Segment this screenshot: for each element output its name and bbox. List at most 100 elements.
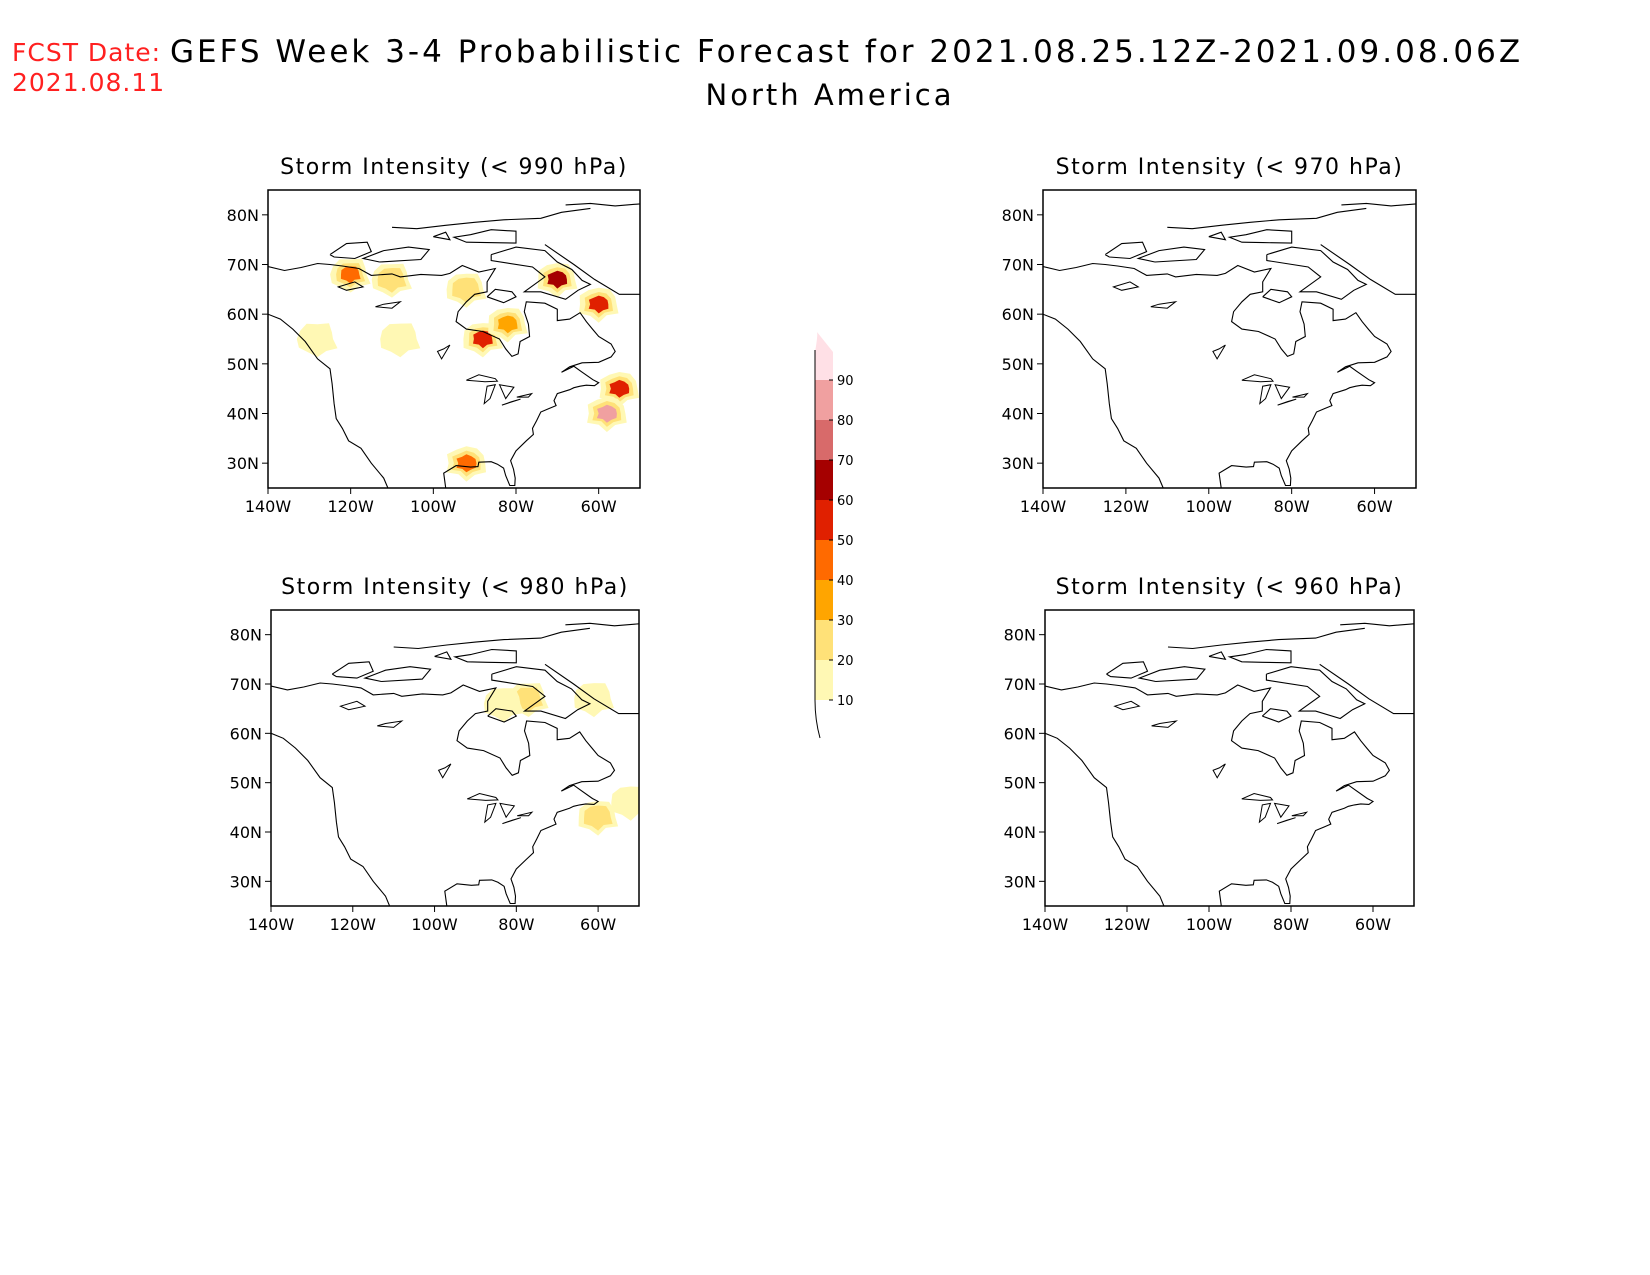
lake-outline — [1276, 817, 1296, 825]
lat-tick-label: 30N — [1004, 872, 1036, 891]
lake-outline — [1212, 344, 1226, 360]
coastline — [1045, 682, 1391, 906]
lake-outline — [375, 301, 403, 309]
coastline — [1137, 666, 1206, 683]
lon-tick-label: 120W — [1103, 497, 1150, 516]
lat-tick-label: 30N — [1002, 454, 1034, 473]
panel-title: Storm Intensity (< 980 hPa) — [281, 575, 629, 600]
lat-tick-label: 80N — [1002, 206, 1034, 225]
lon-tick-label: 80W — [1274, 497, 1310, 516]
lake-outline — [1150, 301, 1178, 309]
coastline — [1208, 231, 1227, 241]
coastline — [434, 651, 452, 661]
lon-tick-label: 140W — [1022, 915, 1069, 934]
colorbar-segment — [815, 660, 833, 700]
coastline — [1043, 313, 1164, 488]
lon-tick-label: 60W — [1356, 497, 1392, 516]
coastline — [1262, 288, 1293, 304]
probability-patch — [609, 379, 630, 398]
lat-tick-label: 40N — [1004, 823, 1036, 842]
map-panel-p960: Storm Intensity (< 960 hPa) 80N 70N 60N 50N 4… — [1004, 575, 1415, 934]
lon-tick-label: 100W — [410, 497, 457, 516]
lat-tick-label: 40N — [1002, 405, 1034, 424]
colorbar-segment — [815, 332, 833, 380]
map-area — [1045, 622, 1414, 906]
probability-patch — [611, 786, 639, 821]
lon-tick-label: 120W — [330, 915, 377, 934]
lake-outline — [1258, 802, 1272, 824]
fcst-label: FCST Date: — [12, 38, 162, 67]
coastline — [271, 732, 391, 906]
panel-title: Storm Intensity (< 970 hPa) — [1056, 155, 1404, 180]
probability-patch — [596, 404, 617, 423]
lake-outline — [1274, 384, 1291, 400]
coastline — [363, 666, 432, 683]
lat-tick-label: 80N — [1004, 626, 1036, 645]
lat-tick-label: 70N — [1004, 675, 1036, 694]
colorbar-label: 20 — [837, 654, 854, 669]
map-area — [268, 202, 640, 488]
page-subtitle: North America — [705, 78, 955, 112]
colorbar: 10 20 30 40 50 60 70 80 90 — [814, 332, 854, 739]
lake-outline — [1241, 374, 1275, 383]
lake-outline — [498, 384, 515, 400]
lat-tick-label: 60N — [227, 305, 259, 324]
lon-tick-label: 60W — [580, 915, 616, 934]
probability-patch — [340, 266, 361, 284]
coastline — [544, 244, 640, 295]
lake-outline — [339, 700, 367, 711]
lat-tick-label: 50N — [227, 355, 259, 374]
lon-tick-label: 100W — [1186, 497, 1233, 516]
coastline — [1227, 648, 1292, 664]
coastline — [487, 708, 518, 723]
coastline — [1319, 663, 1414, 715]
lake-outline — [466, 374, 499, 383]
coastline — [1045, 732, 1165, 906]
probability-patch — [452, 277, 481, 303]
lat-tick-label: 40N — [227, 405, 259, 424]
probability-patch — [456, 454, 477, 473]
colorbar-label: 70 — [837, 454, 854, 469]
coastline — [1320, 244, 1416, 295]
lake-outline — [1112, 281, 1140, 291]
coastline — [329, 241, 373, 260]
lat-tick-label: 70N — [227, 256, 259, 275]
lake-outline — [1151, 720, 1179, 728]
panel-title: Storm Intensity (< 990 hPa) — [280, 155, 628, 180]
lat-tick-label: 60N — [230, 724, 262, 743]
colorbar-label: 10 — [837, 694, 854, 709]
map-frame — [1042, 189, 1417, 489]
coastline — [391, 207, 591, 230]
coastline — [565, 202, 640, 207]
fcst-date: 2021.08.11 — [12, 68, 166, 97]
coastline — [1265, 666, 1367, 720]
coastline — [271, 682, 616, 906]
coastline — [1136, 246, 1206, 263]
probability-patch — [547, 270, 568, 289]
lon-tick-label: 100W — [1186, 915, 1233, 934]
lat-tick-label: 40N — [230, 823, 262, 842]
lat-tick-label: 70N — [1002, 256, 1034, 275]
probability-patch — [588, 295, 609, 314]
panel-title: Storm Intensity (< 960 hPa) — [1056, 575, 1404, 600]
lake-outline — [501, 398, 521, 406]
lake-outline — [467, 792, 499, 801]
coastline — [565, 622, 639, 627]
coastline — [544, 663, 639, 715]
lon-tick-label: 120W — [327, 497, 374, 516]
coastline — [433, 231, 451, 241]
lake-outline — [483, 384, 497, 405]
lon-tick-label: 140W — [245, 497, 292, 516]
colorbar-label: 90 — [837, 374, 854, 389]
map-panel-p970: Storm Intensity (< 970 hPa) 80N 70N 60N 50N 4… — [1002, 155, 1417, 516]
coastline — [486, 288, 517, 304]
lake-outline — [1292, 392, 1309, 398]
coastline — [1261, 708, 1292, 723]
coastline — [1167, 627, 1365, 650]
lat-tick-label: 50N — [1002, 355, 1034, 374]
lat-tick-label: 50N — [1004, 774, 1036, 793]
lon-tick-label: 80W — [1273, 915, 1309, 934]
coastline — [490, 246, 592, 300]
lake-outline — [1277, 398, 1297, 406]
colorbar-label: 30 — [837, 614, 854, 629]
